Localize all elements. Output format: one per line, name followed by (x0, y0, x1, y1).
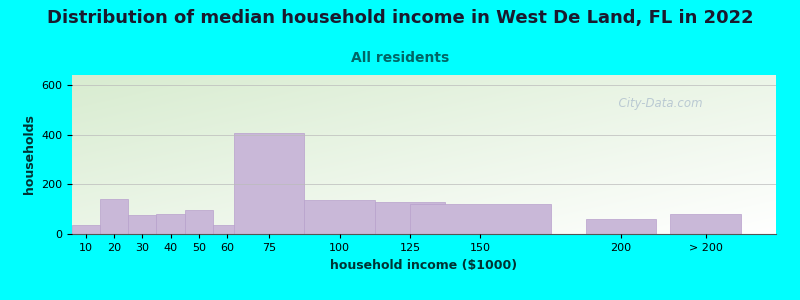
X-axis label: household income ($1000): household income ($1000) (330, 259, 518, 272)
Y-axis label: households: households (22, 115, 35, 194)
Bar (100, 199, 128, 234)
Bar (374, 202, 445, 234)
Text: City-Data.com: City-Data.com (610, 97, 702, 110)
Bar (234, 134, 304, 234)
Text: All residents: All residents (351, 51, 449, 65)
Bar (128, 215, 157, 234)
Bar (185, 210, 213, 234)
Text: Distribution of median household income in West De Land, FL in 2022: Distribution of median household income … (46, 9, 754, 27)
Bar (213, 225, 241, 234)
Bar (670, 214, 741, 234)
Bar (304, 200, 374, 234)
Bar (586, 219, 656, 234)
Bar (72, 225, 100, 234)
Bar (410, 204, 550, 234)
Bar (157, 214, 185, 234)
